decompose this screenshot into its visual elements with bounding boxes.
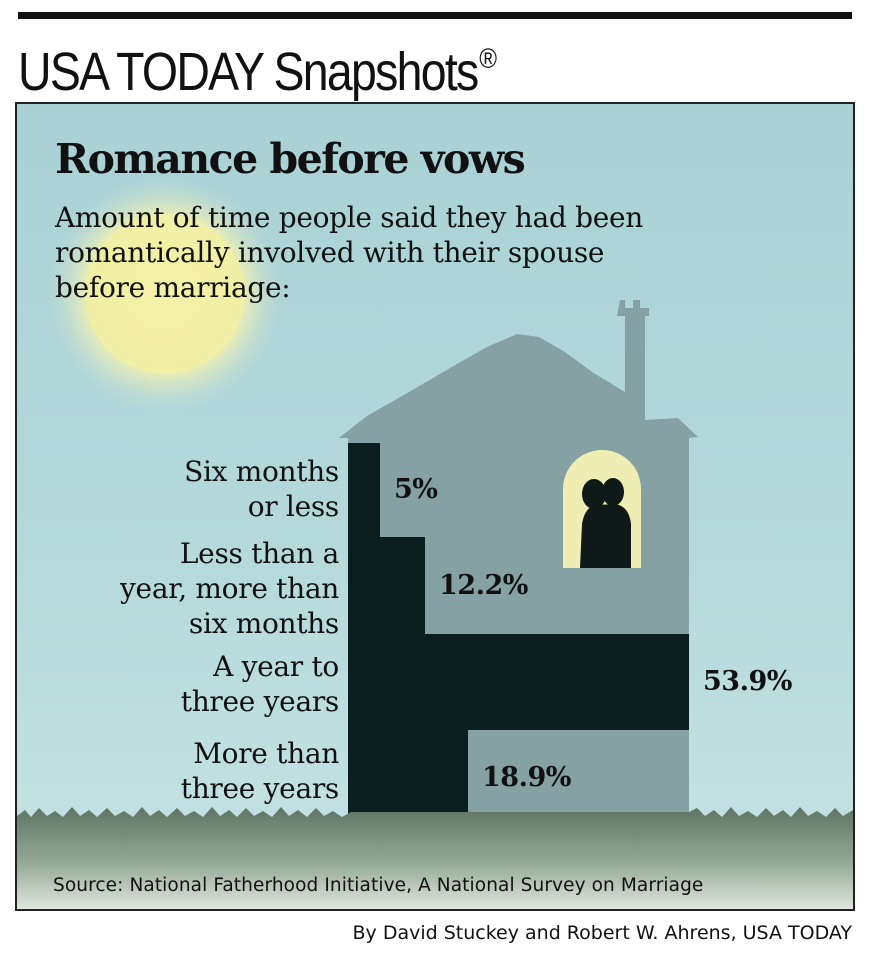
sun-icon <box>47 176 283 412</box>
grass-ground <box>17 807 853 909</box>
bar-1 <box>348 443 380 538</box>
value-label-3: 53.9% <box>703 666 792 697</box>
chart-title: Romance before vows <box>55 135 526 183</box>
value-label-1: 5% <box>394 474 438 505</box>
category-label-3: A year to three years <box>180 650 340 718</box>
source-note: Source: National Fatherhood Initiative, … <box>53 875 704 896</box>
couple-silhouette <box>580 478 631 568</box>
bar-2 <box>348 537 425 635</box>
value-label-4: 18.9% <box>482 762 571 793</box>
top-rule <box>18 12 852 19</box>
registered-mark: ® <box>479 43 497 74</box>
bar-4 <box>348 729 468 827</box>
category-label-1: Six months or less <box>184 455 339 523</box>
chart-panel: Romance before vows Amount of time peopl… <box>15 102 855 911</box>
bars-group <box>348 443 689 827</box>
brand-text: USA TODAY Snapshots <box>18 42 479 102</box>
chart-subtitle: Amount of time people said they had been… <box>55 201 643 304</box>
value-label-2: 12.2% <box>439 570 528 601</box>
bar-3 <box>348 634 689 730</box>
byline-credit: By David Stuckey and Robert W. Ahrens, U… <box>352 922 853 944</box>
category-label-2: Less than a year, more than six months <box>120 537 339 640</box>
category-label-4: More than three years <box>180 737 340 805</box>
brand-title: USA TODAY Snapshots® <box>18 26 497 105</box>
chart-scene <box>17 176 853 909</box>
